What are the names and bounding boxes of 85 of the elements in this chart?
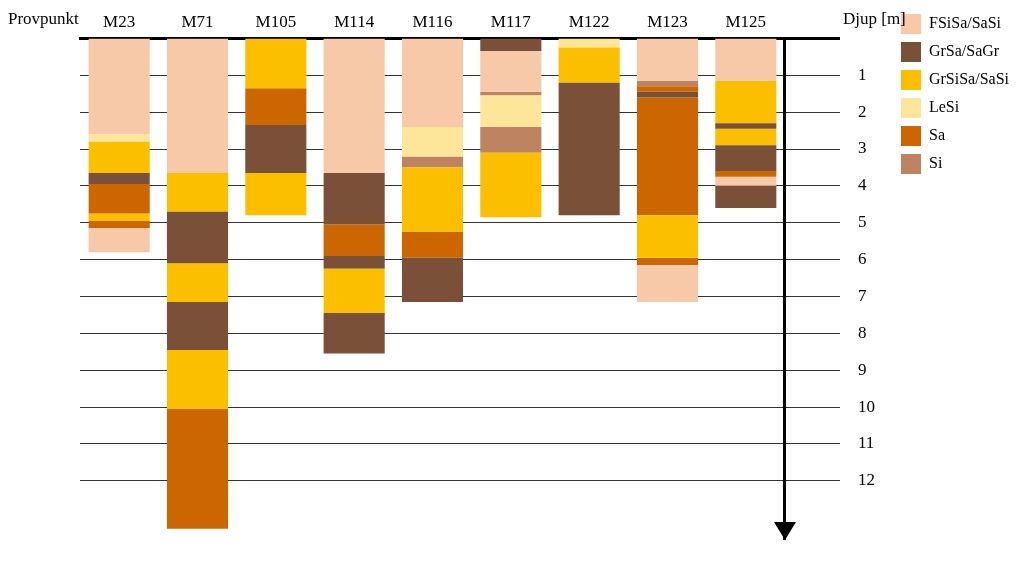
- y-tick-label: 10: [857, 396, 875, 416]
- bar: [715, 38, 777, 81]
- bar: [88, 141, 150, 173]
- bar: [245, 125, 307, 173]
- x-tick-label: M23: [103, 11, 136, 31]
- x-tick-label: M117: [490, 11, 532, 31]
- x-tick-label: M105: [255, 11, 297, 31]
- legend-label: GrSa/SaGr: [928, 42, 1000, 60]
- legend-label: FSiSa/SaSi: [928, 14, 1002, 32]
- y-tick-label: 4: [857, 175, 867, 195]
- y-tick-label: 3: [857, 138, 867, 158]
- bar: [480, 91, 542, 96]
- bar: [715, 123, 777, 129]
- bar: [480, 126, 542, 153]
- x-tick-label: M116: [412, 11, 453, 31]
- legend-label: GrSiSa/SaSi: [928, 70, 1010, 88]
- bar: [401, 156, 464, 168]
- bar: [558, 38, 620, 48]
- bar: [401, 167, 464, 232]
- bar: [245, 172, 307, 216]
- bar: [166, 211, 229, 264]
- bar: [88, 228, 150, 253]
- bar: [636, 265, 699, 302]
- bar: [480, 152, 542, 218]
- bar: [166, 172, 229, 212]
- bar: [715, 185, 777, 208]
- y-tick-label: 12: [857, 470, 875, 490]
- bar: [323, 172, 385, 225]
- y-tick-label: 9: [857, 359, 867, 379]
- bar: [323, 313, 385, 354]
- y-axis-title: Djup [m]: [842, 8, 906, 28]
- bar: [323, 224, 385, 256]
- bar: [401, 257, 464, 302]
- bar: [480, 95, 542, 127]
- bar: [715, 80, 777, 124]
- x-tick-label: M123: [647, 11, 688, 31]
- y-tick-label: 8: [857, 322, 867, 342]
- y-tick-label: 7: [857, 285, 867, 305]
- bar: [166, 263, 229, 302]
- bar: [401, 38, 464, 127]
- bar: [401, 126, 464, 157]
- bar: [636, 97, 699, 216]
- bar: [323, 268, 385, 314]
- bar: [480, 38, 542, 52]
- bar: [88, 172, 150, 185]
- y-tick-label: 6: [857, 249, 867, 269]
- bar: [636, 257, 699, 266]
- bar: [480, 51, 542, 92]
- bar: [636, 91, 699, 98]
- bar: [88, 38, 150, 135]
- bar: [636, 215, 699, 258]
- bar: [715, 128, 777, 146]
- y-tick-label: 1: [857, 64, 867, 84]
- x-tick-label: M125: [725, 11, 767, 31]
- x-tick-label: M71: [181, 11, 214, 31]
- bar: [558, 82, 620, 216]
- bar: [166, 302, 229, 350]
- bar: [245, 38, 307, 89]
- bar: [558, 47, 620, 83]
- y-tick-label: 11: [857, 433, 875, 453]
- bar: [715, 171, 777, 177]
- bar: [166, 408, 229, 529]
- x-tick-label: M122: [568, 11, 610, 31]
- y-tick-label: 5: [857, 212, 867, 232]
- legend-label: Sa: [928, 126, 945, 144]
- bar: [88, 220, 150, 229]
- bar: [715, 176, 777, 186]
- bar: [88, 213, 150, 221]
- bar: [636, 38, 699, 81]
- bar: [166, 349, 229, 409]
- bar: [636, 80, 699, 87]
- bar: [166, 38, 229, 173]
- legend-label: LeSi: [928, 98, 960, 116]
- bar: [245, 88, 307, 126]
- bar: [323, 255, 385, 269]
- x-axis-title: Provpunkt: [8, 8, 80, 28]
- bar: [88, 184, 150, 214]
- legend-label: Si: [928, 154, 943, 172]
- bar: [88, 134, 150, 142]
- y-tick-label: 2: [857, 101, 867, 121]
- bar: [715, 145, 777, 172]
- x-tick-label: M114: [334, 11, 375, 31]
- bar: [401, 231, 464, 258]
- bar: [323, 38, 385, 173]
- bar: [636, 86, 699, 92]
